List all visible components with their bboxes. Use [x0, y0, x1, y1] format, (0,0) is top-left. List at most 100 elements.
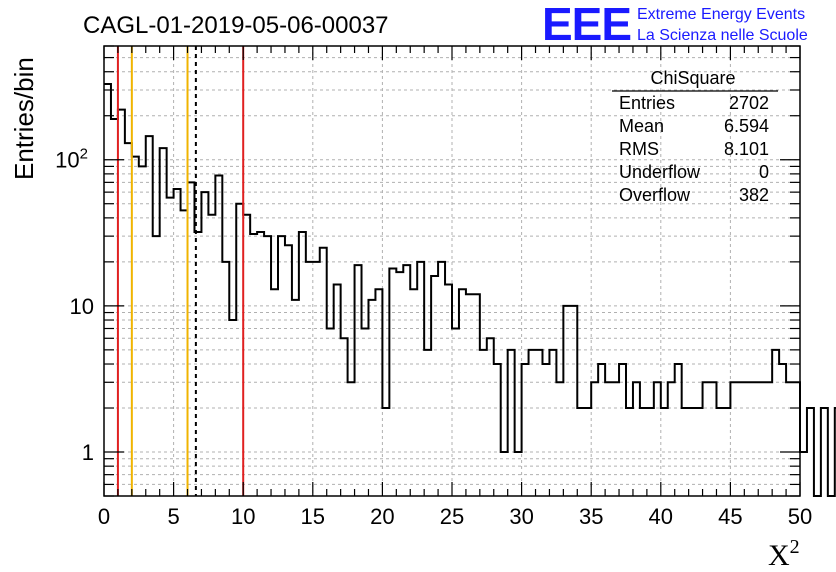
- histogram-bin: [181, 210, 188, 496]
- histogram-bin: [675, 364, 682, 496]
- histogram-bin: [236, 204, 243, 496]
- x-tick-label: 45: [718, 504, 742, 529]
- histogram-bin: [368, 300, 375, 496]
- histogram-bin: [508, 350, 515, 496]
- eee-logo: EEE Extreme Energy Events La Scienza nel…: [542, 0, 808, 50]
- histogram-bin: [278, 236, 285, 496]
- threshold-lines: [116, 46, 245, 496]
- histogram-bin: [522, 364, 529, 496]
- stats-row-label: Underflow: [619, 162, 701, 182]
- x-tick-label: 35: [579, 504, 603, 529]
- histogram-bin: [515, 452, 522, 496]
- histogram-bin: [417, 262, 424, 496]
- x-tick-label: 10: [231, 504, 255, 529]
- histogram-bin: [320, 248, 327, 496]
- histogram-bin: [529, 350, 536, 496]
- x-tick-label: 0: [98, 504, 110, 529]
- histogram-bin: [459, 289, 466, 496]
- histogram-bin: [793, 382, 800, 496]
- stats-row-label: RMS: [619, 139, 659, 159]
- histogram-bin: [612, 382, 619, 496]
- y-tick-label: 10: [70, 294, 94, 319]
- histogram-bin: [201, 192, 208, 496]
- histogram-bin: [229, 320, 236, 496]
- histogram-bin: [111, 119, 118, 496]
- histogram-bin: [355, 265, 362, 496]
- x-tick-label: 15: [301, 504, 325, 529]
- histogram-bin: [633, 382, 640, 496]
- histogram-bin: [167, 198, 174, 496]
- histogram-bin: [821, 408, 828, 496]
- histogram-bin: [501, 452, 508, 496]
- stats-row-value: 0: [759, 162, 769, 182]
- histogram-bin: [598, 364, 605, 496]
- histogram-bin: [800, 452, 807, 496]
- histogram-bin: [758, 382, 765, 496]
- y-tick-exponent: 2: [80, 146, 88, 163]
- histogram-bin: [556, 382, 563, 496]
- histogram-bin: [222, 262, 229, 496]
- histogram-bin: [619, 364, 626, 496]
- histogram-outline: [104, 82, 836, 497]
- histogram-bin: [327, 329, 334, 496]
- histogram-bin: [549, 350, 556, 496]
- histogram-bin: [431, 276, 438, 496]
- stats-row-label: Entries: [619, 93, 675, 113]
- chart-title: CAGL-01-2019-05-06-00037: [83, 12, 389, 39]
- stats-rows: Entries 2702 Mean 6.594 RMS 8.101 Underflow 0 Ov…: [619, 93, 769, 205]
- histogram-bin: [480, 350, 487, 496]
- stats-row-value: 8.101: [724, 139, 769, 159]
- logo-line-1: Extreme Energy Events: [637, 6, 805, 23]
- histogram-bin: [716, 408, 723, 496]
- x-tick-label: 50: [788, 504, 812, 529]
- histogram-bin: [153, 236, 160, 496]
- histogram-bin: [445, 285, 452, 496]
- histogram-bin: [626, 408, 633, 496]
- stats-row-value: 6.594: [724, 116, 769, 136]
- histogram-bin: [452, 329, 459, 496]
- stats-row-value: 2702: [729, 93, 769, 113]
- histogram-bin: [250, 234, 257, 496]
- histogram-bin: [410, 289, 417, 496]
- y-tick-label: 102: [55, 146, 88, 173]
- histogram-bin: [696, 408, 703, 496]
- histogram-bin: [389, 269, 396, 496]
- histogram-bin: [271, 289, 278, 496]
- histogram-bin: [563, 306, 570, 496]
- histogram-bin: [174, 189, 181, 496]
- histogram-bin: [285, 245, 292, 496]
- histogram-bin: [710, 382, 717, 496]
- stats-box: ChiSquare Entries 2702 Mean 6.594 RMS 8.101 Un…: [612, 68, 778, 205]
- histogram-bin: [118, 110, 125, 496]
- histogram-bin: [466, 294, 473, 496]
- histogram-bin: [682, 408, 689, 496]
- histogram-bin: [640, 408, 647, 496]
- x-tick-label: 20: [370, 504, 394, 529]
- histogram-bin: [348, 382, 355, 496]
- histogram-bin: [299, 232, 306, 496]
- histogram-bin: [765, 382, 772, 496]
- histogram-bin: [591, 382, 598, 496]
- histogram-bin: [292, 300, 299, 496]
- histogram-bin: [584, 408, 591, 496]
- histogram-bin: [382, 408, 389, 496]
- histogram-bin: [473, 294, 480, 496]
- histogram-bin: [341, 338, 348, 496]
- histogram-bin: [577, 408, 584, 496]
- x-tick-label: 5: [167, 504, 179, 529]
- histogram-bin: [751, 382, 758, 496]
- histogram-bin: [737, 382, 744, 496]
- histogram-bin: [772, 350, 779, 496]
- y-tick-labels: 1 10 102: [55, 146, 94, 465]
- histogram-bin: [313, 262, 320, 496]
- histogram-bin: [160, 148, 167, 496]
- stats-title: ChiSquare: [650, 68, 735, 88]
- histogram-bin: [208, 215, 215, 496]
- stats-row-label: Mean: [619, 116, 664, 136]
- histogram-bin: [125, 143, 132, 496]
- x-tick-label: 40: [649, 504, 673, 529]
- x-tick-label: 30: [509, 504, 533, 529]
- histogram-bin: [647, 408, 654, 496]
- histogram-bin: [132, 157, 139, 496]
